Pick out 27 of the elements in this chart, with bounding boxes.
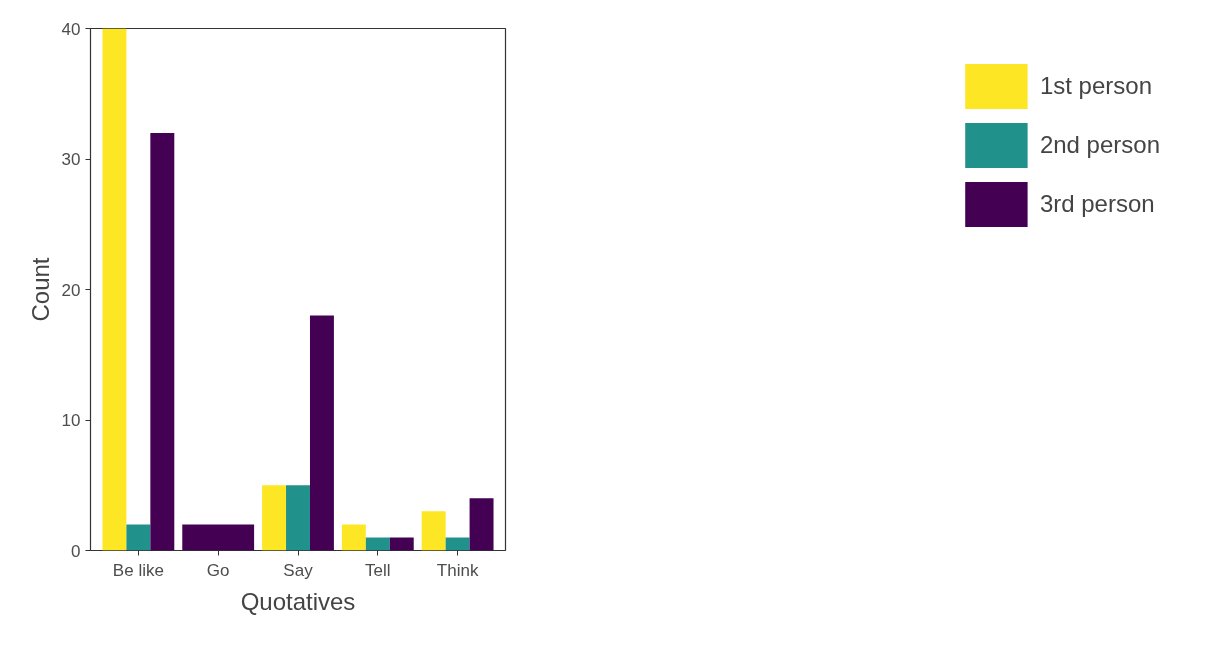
y-tick-label: 40 [61,19,81,39]
legend-label: 3rd person [1039,189,1155,219]
bar [126,524,151,551]
bar [262,485,287,551]
legend-label: 2nd person [1039,130,1160,160]
bar [445,537,470,551]
bar [421,511,446,551]
bar [469,498,494,551]
bar [389,537,414,551]
x-tick-label: Tell [365,560,391,580]
x-tick-label: Say [283,560,314,580]
y-tick-label: 0 [71,541,81,561]
legend-label: 1st person [1039,71,1152,101]
bar [365,537,390,551]
bar [286,485,310,551]
x-tick-label: Be like [112,560,164,580]
bar [341,524,366,551]
y-tick-label: 20 [61,280,81,300]
bar [309,315,334,551]
y-tick-label: 30 [61,150,81,169]
x-axis-title: Quotatives [240,587,356,615]
y-axis-title: Count [26,257,54,322]
x-tick-label: Go [206,560,230,580]
bar [102,28,127,551]
bar [150,132,175,551]
y-tick-label: 10 [61,411,81,430]
x-tick-label: Think [436,560,479,580]
